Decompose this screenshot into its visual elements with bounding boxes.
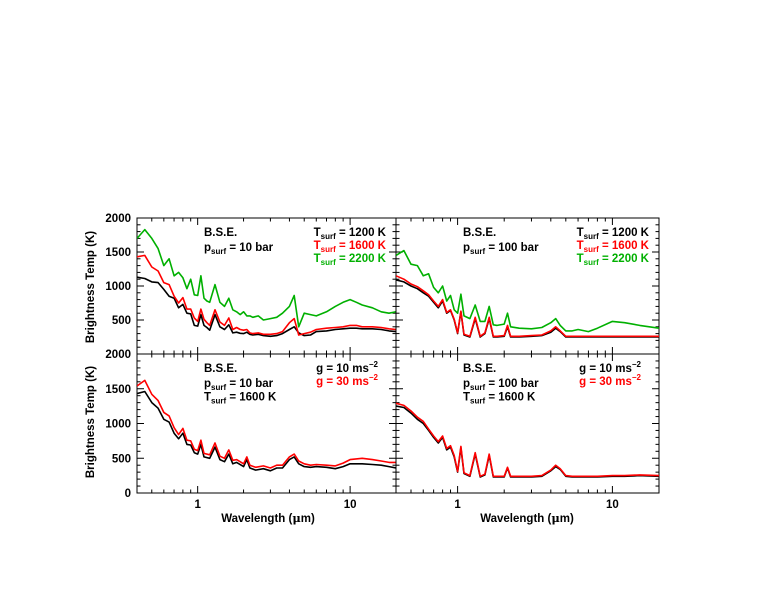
- panel-top-left: 500 1000 1500 2000 B.S.E. psurf = 10 bar Tsurf…: [105, 213, 397, 355]
- x-tick-label: 10: [344, 499, 357, 511]
- series-line: [396, 405, 659, 478]
- condition-label: psurf = 100 bar: [463, 378, 539, 392]
- legend-entry: Tsurf = 1600 K: [577, 240, 650, 254]
- series-line: [137, 276, 396, 338]
- condition-label: psurf = 10 bar: [204, 242, 274, 256]
- series-line: [396, 402, 659, 478]
- y-tick-label: 2000: [105, 213, 131, 225]
- panel-bottom-left: 0 500 1000 1500 2000 1 10 B.S.E. psurf = 10 barT…: [105, 349, 397, 511]
- legend-entry: Tsurf = 2200 K: [577, 253, 650, 267]
- series-line: [396, 249, 659, 333]
- y-tick-label: 1000: [105, 419, 131, 431]
- series-line: [137, 379, 396, 469]
- legend-entry: Tsurf = 1200 K: [577, 227, 650, 241]
- x-tick-label: 10: [606, 499, 619, 511]
- series-line: [137, 254, 396, 336]
- legend-entry: g = 10 ms−2: [316, 360, 378, 375]
- condition-label: Tsurf = 1600 K: [204, 392, 277, 406]
- x-axis-label-right: Wavelength (μm): [480, 511, 574, 525]
- bse-label: B.S.E.: [204, 363, 237, 375]
- y-tick-label: 0: [125, 488, 131, 500]
- y-tick-label: 500: [112, 315, 131, 327]
- x-tick-label: 1: [194, 499, 201, 511]
- x-tick-label: 1: [454, 499, 461, 511]
- bse-label: B.S.E.: [204, 227, 237, 239]
- legend-entry: Tsurf = 1600 K: [314, 240, 387, 254]
- series-line: [396, 275, 659, 338]
- legend-entry: Tsurf = 1200 K: [314, 227, 387, 241]
- condition-label: Tsurf = 1600 K: [463, 392, 536, 406]
- condition-label: psurf = 10 bar: [204, 378, 274, 392]
- y-axis-label-bottom: Brightness Temp (K): [85, 366, 97, 478]
- legend-entry: g = 30 ms−2: [316, 373, 378, 388]
- series-line: [137, 390, 396, 472]
- legend-entry: g = 30 ms−2: [579, 373, 641, 388]
- bse-label: B.S.E.: [463, 227, 496, 239]
- y-tick-label: 1500: [105, 384, 131, 396]
- y-tick-label: 1500: [105, 247, 131, 259]
- x-axis-label-left: Wavelength (μm): [221, 511, 315, 525]
- condition-label: psurf = 100 bar: [463, 242, 539, 256]
- legend-entry: Tsurf = 2200 K: [314, 253, 387, 267]
- y-tick-label: 1000: [105, 281, 131, 293]
- series-line: [137, 228, 396, 328]
- legend-entry: g = 10 ms−2: [579, 360, 641, 375]
- bse-label: B.S.E.: [463, 363, 496, 375]
- y-tick-label: 2000: [105, 349, 131, 361]
- y-axis-label-top: Brightness Temp (K): [85, 231, 97, 343]
- y-tick-label: 500: [112, 453, 131, 465]
